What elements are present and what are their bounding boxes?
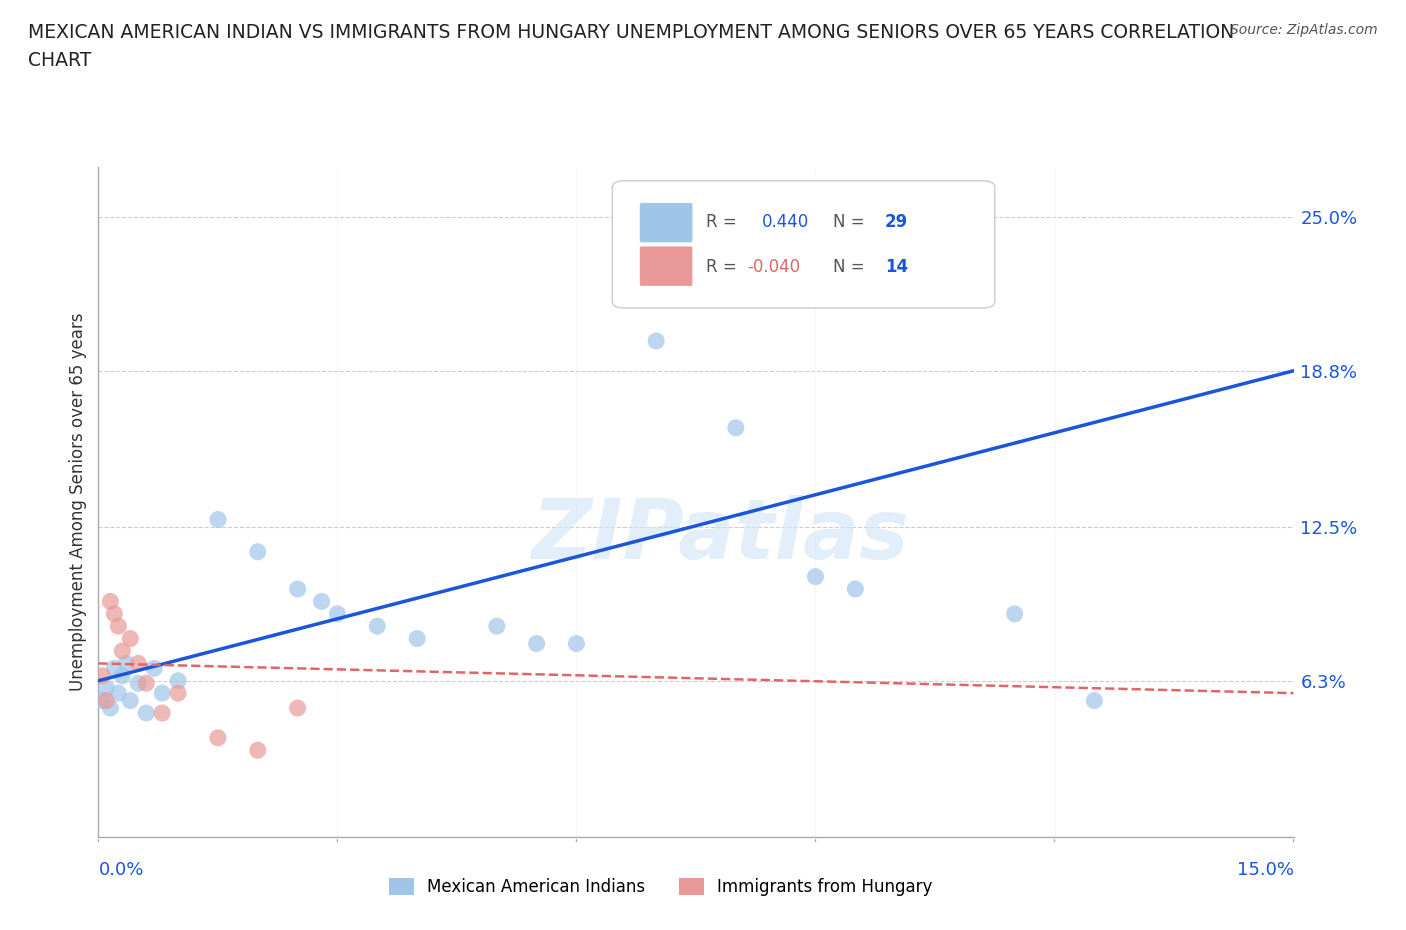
Point: [326, 606, 349, 621]
Point: [150, 706, 173, 721]
Point: [127, 676, 149, 691]
Point: [311, 594, 333, 609]
Text: ZIPatlas: ZIPatlas: [531, 495, 908, 577]
Point: [246, 743, 269, 758]
Y-axis label: Unemployment Among Seniors over 65 years: Unemployment Among Seniors over 65 years: [69, 313, 87, 691]
Point: [98, 700, 122, 715]
Text: Source: ZipAtlas.com: Source: ZipAtlas.com: [1230, 23, 1378, 37]
Text: 0.440: 0.440: [762, 213, 808, 232]
Text: R =: R =: [706, 213, 747, 232]
Point: [111, 644, 134, 658]
Point: [150, 685, 173, 700]
Point: [127, 656, 149, 671]
Text: CHART: CHART: [28, 51, 91, 70]
Point: [366, 618, 388, 633]
Point: [485, 618, 508, 633]
Point: [844, 581, 866, 596]
Text: N =: N =: [834, 258, 870, 275]
Point: [167, 673, 190, 688]
Text: -0.040: -0.040: [748, 258, 800, 275]
Point: [120, 693, 142, 708]
FancyBboxPatch shape: [640, 246, 692, 286]
Text: R =: R =: [706, 258, 741, 275]
Text: 14: 14: [884, 258, 908, 275]
Point: [645, 334, 668, 349]
Point: [91, 693, 114, 708]
Point: [107, 685, 129, 700]
Point: [107, 618, 129, 633]
Text: 15.0%: 15.0%: [1236, 860, 1294, 879]
Point: [111, 669, 134, 684]
Point: [91, 669, 114, 684]
Point: [207, 730, 229, 745]
Text: 0.0%: 0.0%: [98, 860, 143, 879]
Point: [167, 685, 190, 700]
Text: 29: 29: [884, 213, 908, 232]
Point: [135, 706, 157, 721]
Point: [1083, 693, 1105, 708]
Point: [143, 661, 166, 676]
FancyBboxPatch shape: [640, 203, 692, 243]
Point: [565, 636, 588, 651]
Point: [526, 636, 548, 651]
Point: [1004, 606, 1026, 621]
Point: [724, 420, 747, 435]
Point: [287, 581, 309, 596]
Point: [96, 693, 118, 708]
Point: [98, 594, 122, 609]
Point: [103, 606, 125, 621]
Legend: Mexican American Indians, Immigrants from Hungary: Mexican American Indians, Immigrants fro…: [382, 871, 939, 903]
Point: [96, 681, 118, 696]
Text: N =: N =: [834, 213, 870, 232]
FancyBboxPatch shape: [613, 180, 995, 308]
Point: [406, 631, 429, 646]
Point: [287, 700, 309, 715]
Point: [135, 676, 157, 691]
Point: [246, 544, 269, 559]
Text: MEXICAN AMERICAN INDIAN VS IMMIGRANTS FROM HUNGARY UNEMPLOYMENT AMONG SENIORS OV: MEXICAN AMERICAN INDIAN VS IMMIGRANTS FR…: [28, 23, 1234, 42]
Point: [120, 631, 142, 646]
Point: [804, 569, 827, 584]
Point: [103, 661, 125, 676]
Point: [207, 512, 229, 527]
Point: [115, 656, 138, 671]
